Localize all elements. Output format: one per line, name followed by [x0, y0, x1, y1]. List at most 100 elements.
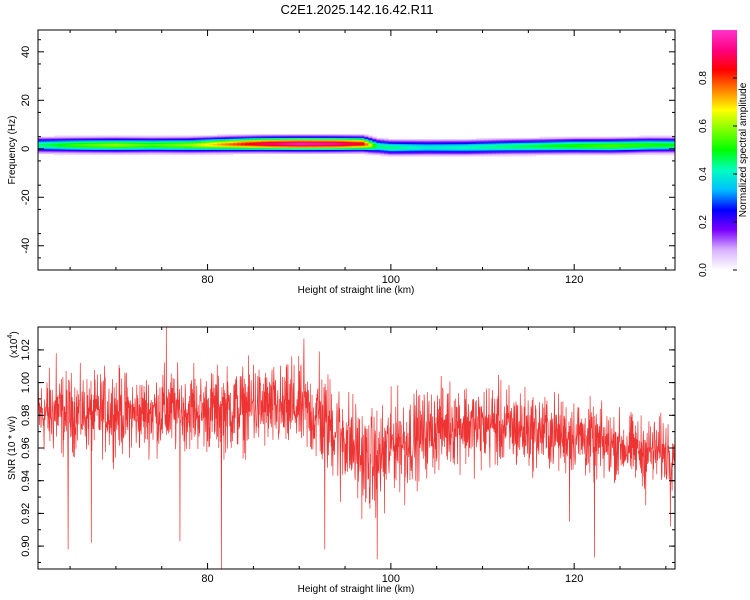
spectrogram-cell: [408, 148, 413, 151]
spectrogram-cell: [312, 150, 318, 152]
spectrogram-cell: [245, 141, 250, 144]
spectrogram-cell: [380, 146, 385, 148]
spectrogram-cell: [336, 150, 341, 152]
spectrogram-cell: [57, 147, 63, 150]
spectrogram-cell: [340, 148, 345, 151]
spectrogram-cell: [292, 139, 298, 141]
spectrogram-cell: [205, 152, 210, 155]
spectrogram-cell: [547, 139, 552, 141]
spectrogram-cell: [479, 137, 485, 140]
spectrogram-cell: [595, 140, 600, 142]
spectrogram-cell: [97, 139, 103, 141]
spectrogram-cell: [173, 142, 178, 145]
spectrogram-cell: [639, 139, 644, 141]
spectrogram-cell: [527, 145, 533, 147]
spectrogram-cell: [41, 148, 47, 151]
spectrogram-cell: [256, 141, 262, 144]
spectrogram-cell: [169, 147, 174, 150]
spectrogram-cell: [93, 148, 99, 151]
spectrogram-cell: [372, 150, 377, 152]
spectrogram-cell: [479, 139, 485, 141]
spectrogram-cell: [559, 151, 564, 153]
spectrogram-cell: [563, 147, 568, 150]
spectrogram-cell: [145, 136, 150, 139]
spectrogram-cell: [133, 141, 138, 144]
spectrogram-cell: [428, 153, 433, 156]
spectrogram-cell: [320, 142, 326, 145]
spectrogram-cell: [527, 137, 533, 140]
spectrogram-cell: [424, 153, 429, 156]
spectrogram-cell: [663, 146, 668, 148]
spectrogram-cell: [527, 153, 533, 156]
spectrogram-cell: [113, 150, 119, 152]
spectrogram-cell: [165, 151, 170, 153]
spectrogram-cell: [519, 140, 525, 142]
spectrogram-cell: [284, 150, 290, 152]
spectrogram-cell: [360, 151, 365, 153]
spectrogram-cell: [324, 134, 330, 136]
spectrogram-cell: [603, 148, 608, 151]
spectrogram-cell: [177, 140, 182, 142]
spectrogram-cell: [463, 147, 469, 150]
spectrogram-cell: [304, 140, 310, 142]
spectrogram-cell: [221, 147, 226, 150]
spectrogram-cell: [412, 146, 417, 148]
spectrogram-cell: [567, 146, 572, 148]
spectrogram-cell: [655, 143, 660, 146]
spectrogram-cell: [603, 137, 608, 140]
spectrogram-cell: [69, 137, 75, 140]
spectrogram-cell: [97, 135, 103, 138]
spectrogram-cell: [603, 150, 608, 152]
spectrogram-cell: [595, 146, 600, 148]
spectrogram-cell: [268, 142, 274, 145]
spectrogram-cell: [583, 136, 588, 139]
spectrogram-cell: [483, 141, 489, 144]
spectrogram-cell: [515, 153, 521, 156]
spectrogram-cell: [595, 148, 600, 151]
spectrogram-cell: [101, 153, 107, 156]
spectrogram-cell: [165, 140, 170, 142]
spectrogram-cell: [579, 145, 584, 147]
spectrogram-cell: [519, 143, 525, 146]
spectrogram-cell: [475, 148, 481, 151]
spectrogram-cell: [404, 154, 409, 157]
spectrogram-cell: [643, 153, 648, 156]
spectrogram-cell: [555, 143, 560, 146]
spectrogram-cell: [249, 134, 254, 136]
spectrogram-cell: [165, 150, 170, 152]
spectrogram-cell: [412, 143, 417, 146]
spectrogram-cell: [615, 148, 620, 151]
spectrogram-cell: [424, 139, 429, 141]
spectrogram-cell: [507, 137, 513, 140]
spectrogram-cell: [89, 153, 95, 156]
spectrogram-cell: [73, 141, 79, 144]
spectrogram-cell: [245, 135, 250, 138]
spectrogram-cell: [209, 143, 214, 146]
spectrogram-cell: [249, 151, 254, 153]
spectrogram-cell: [233, 134, 238, 136]
spectrogram-cell: [364, 148, 369, 151]
spectrogram-cell: [364, 139, 369, 141]
spectrogram-cell: [571, 150, 576, 152]
spectrogram-cell: [129, 150, 134, 152]
spectrogram-cell: [348, 137, 353, 140]
spectrogram-cell: [667, 139, 672, 141]
spectrogram-cell: [324, 135, 330, 138]
spectrogram-cell: [165, 153, 170, 156]
spectrogram-cell: [41, 143, 47, 146]
spectrogram-cell: [647, 139, 652, 141]
spectrogram-cell: [205, 146, 210, 148]
spectrogram-cell: [471, 146, 477, 148]
spectrogram-cell: [109, 147, 115, 150]
spectrogram-cell: [89, 150, 95, 152]
spectrogram-cell: [487, 143, 493, 146]
spectrogram-cell: [460, 150, 465, 152]
spectrogram-cell: [643, 148, 648, 151]
spectrogram-cell: [428, 146, 433, 148]
spectrogram-cell: [141, 135, 146, 138]
spectrogram-cell: [49, 152, 55, 155]
spectrogram-cell: [57, 135, 63, 138]
spectrogram-cell: [364, 152, 369, 155]
spectrogram-cell: [233, 142, 238, 145]
spectrogram-cell: [312, 142, 318, 145]
